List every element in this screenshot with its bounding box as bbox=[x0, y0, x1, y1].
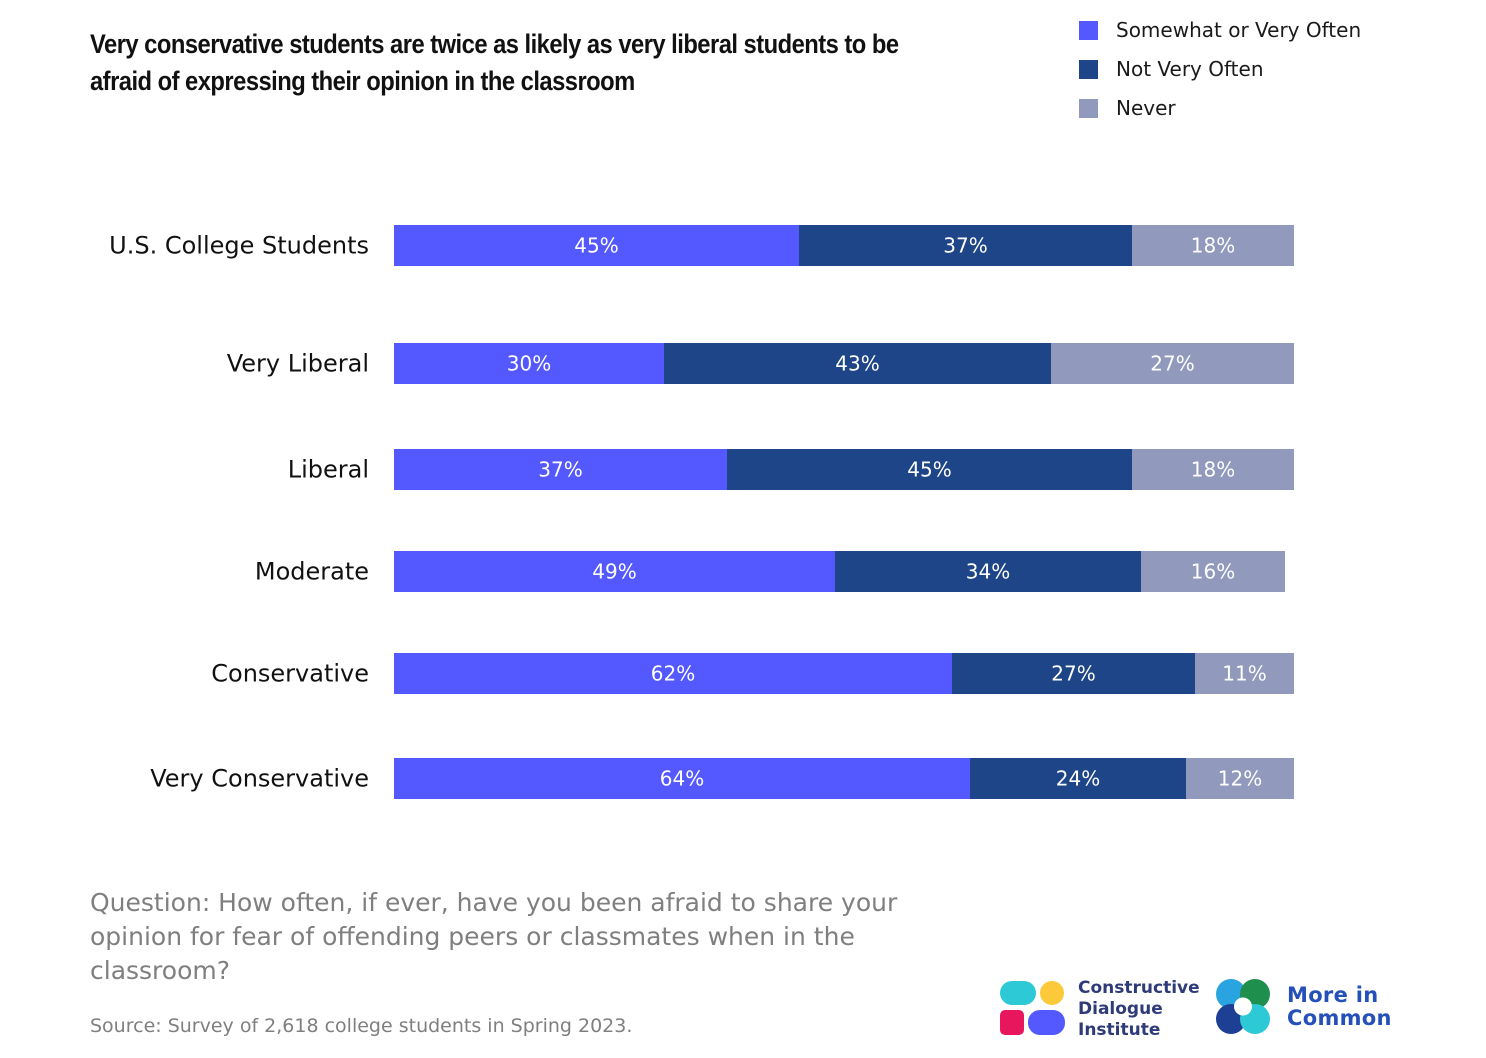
bar-conservative-somewhat bbox=[394, 653, 952, 694]
cdi-logo-line-1: Constructive bbox=[1078, 978, 1200, 998]
bar-very-conservative-never bbox=[1186, 758, 1294, 799]
bar-liberal-somewhat bbox=[394, 449, 727, 490]
bar-moderate-somewhat bbox=[394, 551, 835, 592]
data-label-very-liberal-never: 27% bbox=[1150, 352, 1194, 376]
bar-u-s-college-students-somewhat bbox=[394, 225, 799, 266]
legend-swatch-somewhat bbox=[1079, 21, 1098, 40]
bar-liberal-not-very bbox=[727, 449, 1132, 490]
source-text: Source: Survey of 2,618 college students… bbox=[90, 1015, 633, 1037]
mic-logo-line-2: Common bbox=[1287, 1006, 1392, 1030]
bar-conservative-never bbox=[1195, 653, 1294, 694]
mic-logo-mark-icon bbox=[1216, 979, 1270, 1034]
category-label-very-conservative: Very Conservative bbox=[150, 765, 369, 793]
data-label-very-conservative-not-very: 24% bbox=[1056, 767, 1100, 791]
bar-very-conservative-somewhat bbox=[394, 758, 970, 799]
stacked-bar-chart: U.S. College Students 45% 37% 18% Very Liber… bbox=[109, 225, 1294, 799]
bar-very-liberal-not-very bbox=[664, 343, 1051, 384]
cdi-logo-text: Constructive Dialogue Institute bbox=[1078, 978, 1200, 1041]
chart-title: Very conservative students are twice as … bbox=[90, 29, 899, 96]
category-label-very-liberal: Very Liberal bbox=[227, 350, 369, 378]
category-label-liberal: Liberal bbox=[288, 456, 369, 484]
category-label-conservative: Conservative bbox=[211, 660, 369, 688]
category-label-u-s-college-students: U.S. College Students bbox=[109, 232, 369, 260]
legend-label-not-very: Not Very Often bbox=[1116, 57, 1264, 81]
bar-conservative-not-very bbox=[952, 653, 1195, 694]
mic-logo-text: More in Common bbox=[1287, 984, 1392, 1030]
cdi-logo: Constructive Dialogue Institute bbox=[998, 978, 1200, 1041]
data-label-moderate-not-very: 34% bbox=[966, 560, 1010, 584]
data-label-conservative-somewhat: 62% bbox=[651, 662, 695, 686]
data-label-very-conservative-never: 12% bbox=[1218, 767, 1262, 791]
cdi-logo-line-3: Institute bbox=[1078, 1020, 1161, 1040]
legend-label-never: Never bbox=[1116, 96, 1176, 120]
legend-swatch-never bbox=[1079, 99, 1098, 118]
data-label-u-s-college-students-somewhat: 45% bbox=[574, 234, 618, 258]
bar-moderate-never bbox=[1141, 551, 1285, 592]
legend-swatch-not-very bbox=[1079, 60, 1098, 79]
data-label-liberal-somewhat: 37% bbox=[538, 458, 582, 482]
mic-logo-line-1: More in bbox=[1287, 983, 1379, 1007]
bar-very-liberal-somewhat bbox=[394, 343, 664, 384]
data-label-conservative-not-very: 27% bbox=[1051, 662, 1095, 686]
cdi-logo-line-2: Dialogue bbox=[1078, 999, 1163, 1019]
bar-liberal-never bbox=[1132, 449, 1294, 490]
bar-moderate-not-very bbox=[835, 551, 1141, 592]
question-text: Question: How often, if ever, have you b… bbox=[90, 888, 898, 985]
data-label-u-s-college-students-not-very: 37% bbox=[943, 234, 987, 258]
data-label-moderate-somewhat: 49% bbox=[592, 560, 636, 584]
cdi-logo-mark-icon bbox=[1000, 981, 1065, 1035]
data-label-very-liberal-not-very: 43% bbox=[835, 352, 879, 376]
bar-very-liberal-never bbox=[1051, 343, 1294, 384]
data-label-u-s-college-students-never: 18% bbox=[1191, 234, 1235, 258]
data-label-liberal-never: 18% bbox=[1191, 458, 1235, 482]
data-label-liberal-not-very: 45% bbox=[907, 458, 951, 482]
bar-very-conservative-not-very bbox=[970, 758, 1186, 799]
data-label-very-liberal-somewhat: 30% bbox=[507, 352, 551, 376]
data-label-moderate-never: 16% bbox=[1191, 560, 1235, 584]
legend-label-somewhat: Somewhat or Very Often bbox=[1116, 18, 1362, 42]
mic-logo: More in Common bbox=[1212, 978, 1412, 1040]
data-label-conservative-never: 11% bbox=[1222, 662, 1266, 686]
bar-u-s-college-students-not-very bbox=[799, 225, 1132, 266]
bar-u-s-college-students-never bbox=[1132, 225, 1294, 266]
category-label-moderate: Moderate bbox=[255, 558, 369, 586]
data-label-very-conservative-somewhat: 64% bbox=[660, 767, 704, 791]
